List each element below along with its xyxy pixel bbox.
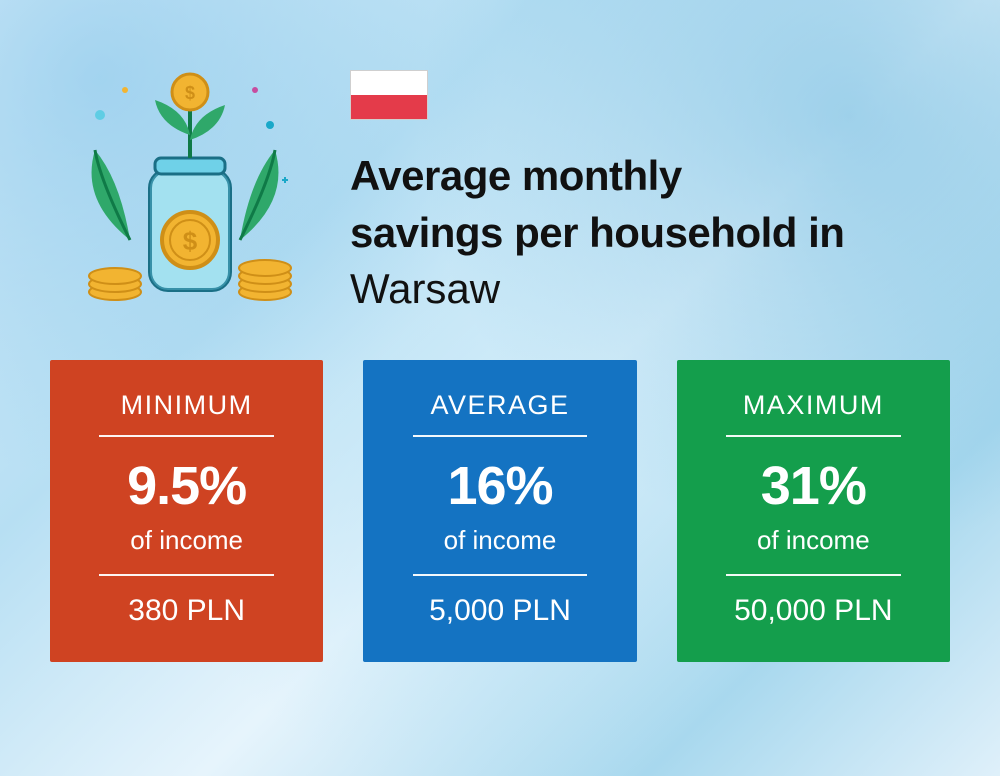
card-average: AVERAGE 16% of income 5,000 PLN <box>363 360 636 662</box>
divider <box>99 435 274 437</box>
divider <box>413 574 588 576</box>
card-label: MAXIMUM <box>697 390 930 421</box>
card-amount: 380 PLN <box>70 594 303 628</box>
stat-cards-row: MINIMUM 9.5% of income 380 PLN AVERAGE 1… <box>0 320 1000 662</box>
title-line-1: Average monthly <box>350 148 844 205</box>
card-label: MINIMUM <box>70 390 303 421</box>
card-ofincome: of income <box>697 525 930 556</box>
svg-text:$: $ <box>183 226 198 256</box>
divider <box>413 435 588 437</box>
card-percent: 9.5% <box>70 455 303 517</box>
svg-text:$: $ <box>185 83 195 103</box>
title-line-2: savings per household in <box>350 205 844 262</box>
savings-jar-illustration: $ $ <box>60 60 310 320</box>
title-city: Warsaw <box>350 265 844 313</box>
card-percent: 31% <box>697 455 930 517</box>
title-block: Average monthly savings per household in… <box>350 60 844 313</box>
card-amount: 50,000 PLN <box>697 594 930 628</box>
card-minimum: MINIMUM 9.5% of income 380 PLN <box>50 360 323 662</box>
card-amount: 5,000 PLN <box>383 594 616 628</box>
savings-jar-icon: $ $ <box>60 60 310 320</box>
divider <box>726 435 901 437</box>
divider <box>99 574 274 576</box>
header: $ $ Average monthly savings per househol… <box>0 0 1000 320</box>
poland-flag-icon <box>350 70 428 120</box>
flag-bottom-stripe <box>351 95 427 119</box>
card-maximum: MAXIMUM 31% of income 50,000 PLN <box>677 360 950 662</box>
card-label: AVERAGE <box>383 390 616 421</box>
divider <box>726 574 901 576</box>
card-ofincome: of income <box>383 525 616 556</box>
card-percent: 16% <box>383 455 616 517</box>
card-ofincome: of income <box>70 525 303 556</box>
flag-top-stripe <box>351 71 427 95</box>
